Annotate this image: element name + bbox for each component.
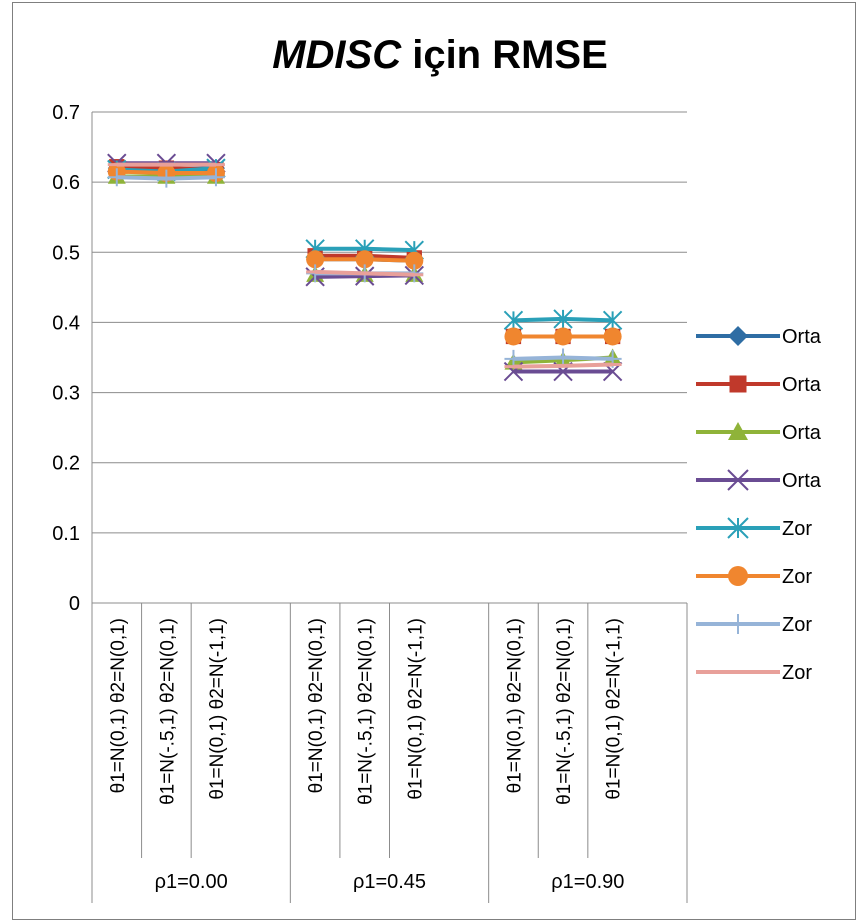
legend-label: Orta [782,374,822,396]
legend-label: Orta [782,470,822,492]
data-point [503,310,524,331]
x-tick-label: θ1=N(0,1) θ2=N(0,1) [504,618,525,793]
y-axis: 0 0.1 0.2 0.3 0.4 0.5 0.6 0.7 [52,102,93,615]
data-point [554,327,573,346]
data-point [727,517,749,539]
x-tick-label: θ1=N(-.5,1) θ2=N(0,1) [356,618,377,805]
data-point [107,168,126,187]
series-5 [107,158,623,331]
legend-entry: Zor [696,662,812,684]
series-8 [107,162,622,369]
data-point [602,310,623,331]
data-point [355,250,374,269]
legend-label: Zor [782,518,812,540]
series-layer [107,153,623,382]
group-label: ρ1=0.00 [155,871,228,893]
x-tick-label: θ1=N(0,1) θ2=N(-1,1) [405,618,426,800]
y-tick-label: 0.2 [52,453,80,475]
legend-entry: Zor [696,566,812,588]
legend-entry: Orta [696,326,822,348]
data-point [504,327,523,346]
chart-title-italic: MDISC [272,33,402,77]
legend-label: Zor [782,662,812,684]
y-tick-label: 0.3 [52,383,80,405]
y-tick-label: 0.5 [52,242,80,264]
legend-entry: Orta [696,469,822,492]
data-point [553,309,573,329]
x-tick-label: θ1=N(0,1) θ2=N(-1,1) [207,618,228,800]
legend-entry: Orta [696,422,822,444]
legend-label: Orta [782,422,822,444]
legend-label: Orta [782,326,822,348]
chart-title-rest: için RMSE [401,33,608,77]
data-point [554,348,573,367]
legend-entry: Orta [696,374,822,396]
y-tick-label: 0.7 [52,102,80,124]
chart-frame [12,2,856,920]
data-point [603,327,622,346]
y-tick-label: 0.1 [52,523,80,545]
data-point [728,326,748,346]
data-point [728,422,748,440]
x-tick-label: θ1=N(0,1) θ2=N(0,1) [306,618,327,793]
legend-label: Zor [782,614,812,636]
x-tick-label: θ1=N(-.5,1) θ2=N(0,1) [157,618,178,805]
data-point [157,169,176,188]
group-label: ρ1=0.90 [551,871,624,893]
legend-label: Zor [782,566,812,588]
legend-entry: Zor [696,517,812,540]
legend-entry: Zor [696,614,812,636]
x-tick-label: θ1=N(0,1) θ2=N(-1,1) [604,618,625,800]
y-tick-label: 0.4 [52,312,80,334]
data-point [727,469,749,491]
data-point [405,251,424,270]
legend: Orta Orta Orta Orta Zor Zor Zor Zor [696,326,822,684]
chart-title: MDISC için RMSE [272,33,608,77]
x-tick-label: θ1=N(0,1) θ2=N(0,1) [108,618,129,793]
data-point [206,168,225,187]
data-point [729,375,747,393]
data-point [306,250,325,269]
group-label: ρ1=0.45 [353,871,426,893]
x-tick-label: θ1=N(-.5,1) θ2=N(0,1) [554,618,575,805]
data-point [728,614,748,634]
y-tick-label: 0.6 [52,172,80,194]
y-tick-label: 0 [69,593,80,615]
data-point [728,566,748,586]
x-axis: θ1=N(0,1) θ2=N(0,1) θ1=N(-.5,1) θ2=N(0,1)… [91,603,688,903]
